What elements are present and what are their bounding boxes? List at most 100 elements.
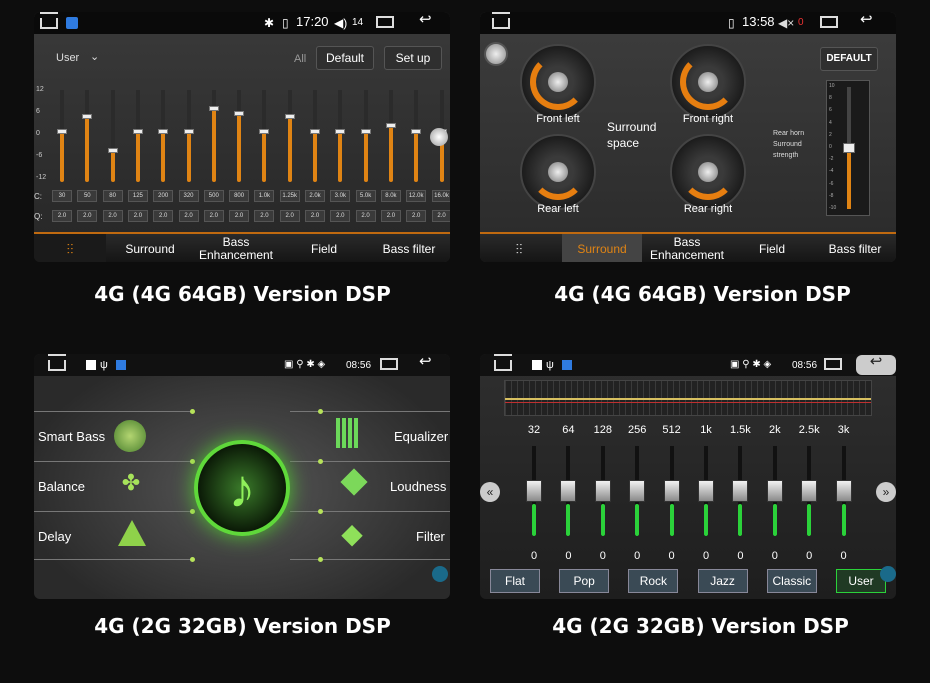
floating-dot[interactable] [432, 566, 448, 582]
recent-apps-icon[interactable] [820, 16, 838, 28]
fader-knob[interactable] [766, 480, 783, 502]
tab-eq[interactable]: ⫶⫶ [34, 234, 106, 262]
home-icon[interactable] [492, 12, 510, 29]
rear-left-gauge[interactable] [520, 134, 596, 210]
freq-cell[interactable]: 200 [153, 190, 174, 202]
tab-field[interactable]: Field [310, 241, 337, 256]
tab-bass-filter[interactable]: Bass filter [382, 241, 436, 256]
eq-slider-knob[interactable] [385, 122, 396, 128]
home-icon[interactable] [48, 354, 66, 371]
fader-knob[interactable] [801, 480, 818, 502]
eq-slider-knob[interactable] [284, 113, 295, 119]
eq-slider-knob[interactable] [158, 129, 169, 135]
fader-knob[interactable] [835, 480, 852, 502]
fader-knob[interactable] [526, 480, 542, 502]
fader-knob[interactable] [732, 480, 749, 502]
q-cell[interactable]: 2.0 [229, 210, 250, 222]
home-icon[interactable] [40, 12, 58, 29]
freq-cell[interactable]: 500 [203, 190, 224, 202]
eq-slider-knob[interactable] [310, 129, 320, 135]
freq-cell[interactable]: 50 [77, 190, 98, 202]
q-cell[interactable]: 2.0 [203, 210, 224, 222]
freq-cell[interactable]: 3.0k [330, 190, 351, 202]
tab-eq[interactable]: ⫶⫶ [480, 234, 558, 262]
equalizer-item[interactable]: Equalizer [394, 429, 449, 444]
q-cell[interactable]: 2.0 [178, 210, 199, 222]
setup-button[interactable]: Set up [384, 46, 442, 70]
preset-button[interactable]: Classic [766, 569, 817, 593]
tab-bass-enhancement[interactable]: Bass Enhancement [649, 235, 725, 262]
q-cell[interactable]: 2.0 [355, 210, 376, 222]
eq-slider-track[interactable] [110, 90, 115, 182]
surround-strength-slider[interactable]: 10 8 6 4 2 0 -2 -4 -6 -8 -10 [826, 80, 870, 216]
freq-cell[interactable]: 80 [102, 190, 123, 202]
q-cell[interactable]: 2.0 [279, 210, 300, 222]
eq-slider-knob[interactable] [57, 129, 67, 135]
eq-slider-knob[interactable] [183, 129, 194, 135]
fader-knob[interactable] [698, 480, 714, 502]
freq-cell[interactable]: 5.0k [355, 190, 376, 202]
freq-cell[interactable]: 8.0k [380, 190, 401, 202]
recent-apps-icon[interactable] [824, 358, 842, 370]
q-cell[interactable]: 2.0 [102, 210, 123, 222]
preset-button[interactable]: Jazz [697, 569, 748, 593]
back-icon[interactable]: ↩ [419, 354, 432, 370]
eq-slider-knob[interactable] [360, 129, 371, 135]
filter-item[interactable]: Filter [416, 529, 445, 544]
loudness-item[interactable]: Loudness [390, 479, 447, 494]
eq-slider-knob[interactable] [411, 129, 422, 135]
eq-slider-knob[interactable] [208, 106, 219, 112]
floating-dot[interactable] [880, 566, 896, 582]
tab-surround[interactable]: Surround [125, 241, 175, 256]
scroll-right-button[interactable]: » [876, 482, 896, 502]
back-icon[interactable]: ↩ [419, 12, 432, 28]
back-button[interactable]: ↩ [856, 354, 896, 375]
q-cell[interactable]: 2.0 [254, 210, 275, 222]
freq-cell[interactable]: 125 [127, 190, 148, 202]
eq-slider-knob[interactable] [82, 113, 93, 119]
power-icon[interactable] [484, 42, 508, 66]
freq-cell[interactable]: 2.0k [305, 190, 325, 202]
fader-knob[interactable] [629, 480, 646, 502]
preset-button[interactable]: Flat [490, 569, 540, 593]
delay-item[interactable]: Delay [38, 529, 72, 544]
preset-button[interactable]: Pop [559, 569, 610, 593]
freq-cell[interactable]: 1.0k [254, 190, 275, 202]
strength-knob[interactable] [843, 143, 855, 153]
freq-cell[interactable]: 30 [52, 190, 72, 202]
preset-button[interactable]: User [836, 569, 886, 593]
default-button[interactable]: Default [316, 46, 374, 70]
tab-field[interactable]: Field [758, 241, 785, 256]
eq-slider-knob[interactable] [107, 147, 118, 153]
eq-slider-knob-active[interactable] [430, 128, 448, 146]
fader-knob[interactable] [663, 480, 680, 502]
home-icon[interactable] [494, 354, 512, 371]
chevron-down-icon[interactable]: ⌄ [90, 51, 100, 63]
scroll-left-button[interactable]: « [480, 482, 500, 502]
smart-bass-item[interactable]: Smart Bass [38, 429, 106, 444]
q-cell[interactable]: 2.0 [330, 210, 351, 222]
default-button[interactable]: DEFAULT [820, 47, 878, 71]
freq-cell[interactable]: 800 [229, 190, 250, 202]
q-cell[interactable]: 2.0 [52, 210, 72, 222]
q-cell[interactable]: 2.0 [305, 210, 325, 222]
freq-cell[interactable]: 320 [178, 190, 199, 202]
freq-cell[interactable]: 12.0k [406, 190, 427, 202]
q-cell[interactable]: 2.0 [127, 210, 148, 222]
eq-slider-knob[interactable] [234, 111, 245, 116]
fader-knob[interactable] [594, 480, 611, 502]
preset-button[interactable]: Rock [628, 569, 679, 593]
q-cell[interactable]: 2.0 [380, 210, 401, 222]
q-cell[interactable]: 2.0 [406, 210, 427, 222]
music-note-icon[interactable]: ♪ [194, 440, 290, 536]
tab-surround[interactable]: Surround [562, 234, 642, 262]
preset-select[interactable]: User [56, 52, 80, 64]
back-icon[interactable]: ↩ [860, 12, 873, 28]
tab-bass-filter[interactable]: Bass filter [828, 241, 882, 256]
front-right-gauge[interactable] [670, 44, 746, 120]
rear-right-gauge[interactable] [670, 134, 746, 210]
eq-slider-knob[interactable] [335, 129, 346, 135]
freq-cell[interactable]: 16.0k [431, 190, 450, 202]
q-cell[interactable]: 2.0 [431, 210, 450, 222]
recent-apps-icon[interactable] [376, 16, 394, 28]
